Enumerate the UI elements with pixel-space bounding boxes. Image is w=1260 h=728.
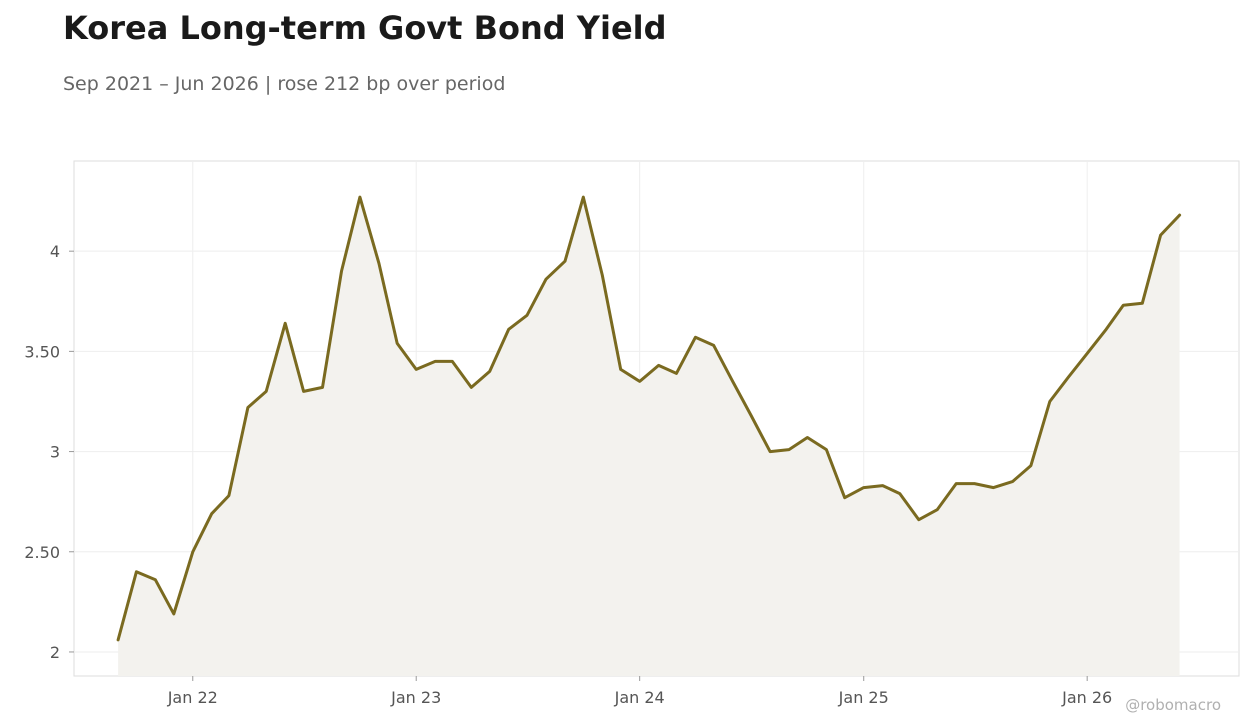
y-axis-ticks: 2 2.50 3 3.50 4: [24, 242, 74, 662]
y-tick-label: 3: [50, 443, 60, 462]
chart-title: Korea Long-term Govt Bond Yield: [63, 9, 667, 47]
x-tick-label: Jan 22: [167, 688, 218, 707]
x-tick-label: Jan 23: [390, 688, 441, 707]
y-tick-label: 2.50: [24, 543, 60, 562]
x-axis-ticks: Jan 22 Jan 23 Jan 24 Jan 25 Jan 26: [167, 676, 1112, 707]
y-tick-label: 3.50: [24, 342, 60, 361]
y-tick-label: 4: [50, 242, 60, 261]
watermark: @robomacro: [1125, 696, 1221, 714]
yield-line: [116, 195, 1182, 642]
x-tick-label: Jan 25: [838, 688, 889, 707]
x-tick-label: Jan 24: [614, 688, 665, 707]
yield-area: [118, 197, 1180, 676]
chart-subtitle: Sep 2021 – Jun 2026 | rose 212 bp over p…: [63, 73, 506, 95]
y-tick-label: 2: [50, 643, 60, 662]
x-tick-label: Jan 26: [1061, 688, 1112, 707]
